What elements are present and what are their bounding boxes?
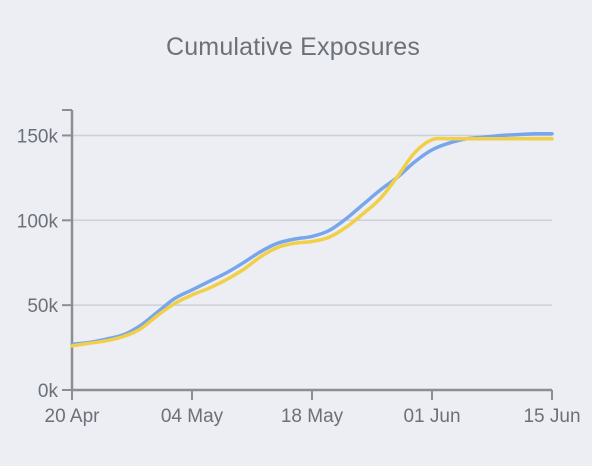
x-tick-label: 18 May: [281, 406, 344, 427]
series-line-2: [70, 136, 554, 348]
x-tick-label: 15 Jun: [523, 406, 580, 427]
x-tick-label: 20 Apr: [45, 406, 101, 427]
series-line-1: [70, 131, 554, 346]
y-tick-label: 100k: [17, 211, 59, 232]
y-tick-label: 150k: [17, 126, 59, 147]
chart-title: Cumulative Exposures: [165, 33, 421, 61]
x-tick-label: 04 May: [161, 406, 224, 427]
y-tick-label: 0k: [38, 381, 59, 402]
x-tick-label: 01 Jun: [403, 406, 460, 427]
y-tick-label: 50k: [27, 296, 58, 317]
